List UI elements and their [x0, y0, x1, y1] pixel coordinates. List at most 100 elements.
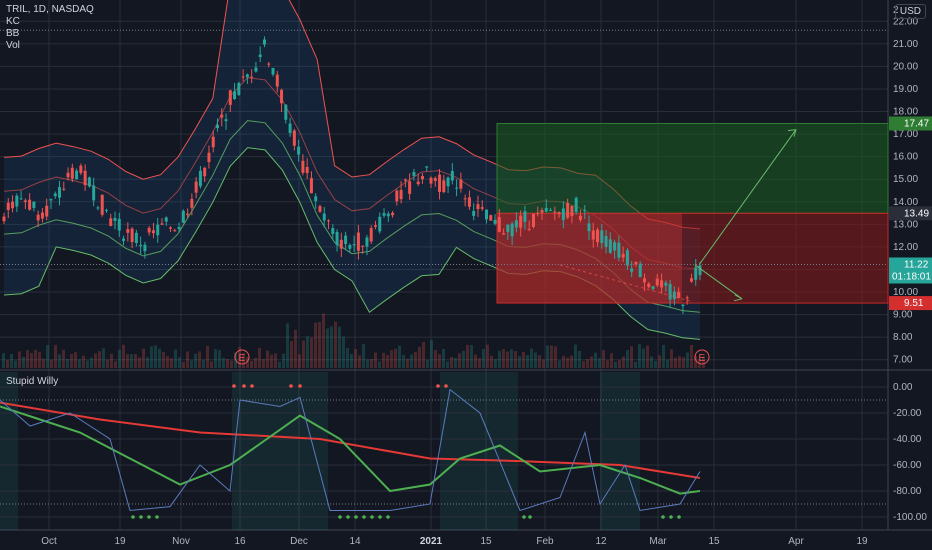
volume-bar	[230, 360, 233, 368]
time-axis-label: Feb	[536, 536, 554, 547]
candle-body	[613, 242, 617, 251]
candle-body	[122, 238, 126, 241]
candle-body	[19, 198, 23, 200]
volume-bar	[286, 323, 289, 368]
volume-bar	[54, 344, 57, 368]
oscillator-axis-label: -40.00	[893, 434, 922, 445]
candle-body	[40, 212, 44, 219]
lower-pane-title[interactable]: Stupid Willy	[6, 376, 59, 387]
candle-body	[476, 204, 480, 210]
candle-body	[87, 177, 91, 187]
volume-bar	[170, 358, 173, 368]
volume-bar	[362, 344, 365, 368]
indicator-vol[interactable]: Vol	[6, 40, 20, 51]
volume-bar	[558, 360, 561, 368]
candle-body	[668, 284, 672, 300]
oscillator-signal-dot-red	[298, 384, 302, 388]
candle-body	[49, 199, 53, 201]
volume-bar	[134, 353, 137, 368]
time-axis-label: Apr	[788, 536, 804, 547]
oscillator-zone	[0, 372, 18, 530]
volume-bar	[490, 355, 493, 368]
candle-body	[92, 185, 96, 201]
time-axis-label: 2021	[420, 536, 443, 547]
volume-bar	[78, 359, 81, 368]
volume-bar	[46, 345, 49, 368]
volume-bar	[574, 344, 577, 368]
loss-zone	[496, 212, 889, 304]
price-axis-label: 10.00	[893, 287, 918, 298]
volume-bar	[250, 360, 253, 368]
oscillator-signal-dot	[338, 515, 342, 519]
volume-bar	[130, 354, 133, 368]
volume-bar	[114, 361, 117, 368]
candle-body	[314, 196, 318, 202]
volume-bar	[354, 349, 357, 368]
volume-bar	[562, 355, 565, 368]
volume-bar	[422, 342, 425, 368]
oscillator-signal-dot-red	[232, 384, 236, 388]
candle-body	[395, 190, 399, 202]
time-axis-label: 16	[234, 536, 246, 547]
currency-button[interactable]: USD	[894, 4, 926, 19]
volume-bar	[186, 351, 189, 368]
volume-bar	[398, 345, 401, 368]
volume-bar	[686, 352, 689, 368]
current-price-tag: 11.22	[904, 260, 929, 271]
candle-body	[160, 223, 164, 225]
stop-tag: 9.51	[904, 298, 924, 309]
volume-bar	[14, 360, 17, 368]
volume-bar	[150, 346, 153, 368]
time-axis-label: Oct	[41, 536, 57, 547]
candle-body	[536, 212, 540, 214]
candle-body	[190, 198, 194, 208]
candle-body	[523, 211, 527, 222]
candle-body	[143, 244, 147, 252]
candle-body	[258, 54, 262, 58]
oscillator-signal-dot	[362, 515, 366, 519]
price-axis-top-label: 2	[893, 5, 899, 16]
price-axis-label: 20.00	[893, 61, 918, 72]
volume-bar	[314, 322, 317, 368]
candle-body	[177, 226, 181, 230]
entry-tag-bg	[889, 206, 932, 221]
candle-body	[164, 217, 168, 222]
volume-bar	[210, 361, 213, 368]
candle-body	[267, 63, 271, 65]
candle-body	[28, 199, 32, 210]
candle-body	[608, 239, 612, 253]
candle-body	[356, 232, 360, 251]
candle-body	[583, 210, 587, 212]
candle-body	[429, 177, 433, 184]
candle-body	[519, 215, 523, 228]
volume-bar	[98, 351, 101, 368]
volume-bar	[602, 350, 605, 368]
volume-bar	[194, 353, 197, 368]
volume-bar	[270, 354, 273, 368]
volume-bar	[582, 361, 585, 368]
volume-bar	[690, 345, 693, 368]
volume-bar	[682, 357, 685, 368]
price-axis-label: 15.00	[893, 174, 918, 185]
candle-body	[245, 74, 249, 78]
candle-body	[220, 114, 224, 118]
price-axis-label: 7.00	[893, 355, 913, 366]
earnings-marker-label: E	[239, 353, 246, 364]
candle-body	[433, 178, 437, 181]
candle-body	[151, 230, 155, 234]
earnings-marker-label: E	[699, 353, 706, 364]
candle-body	[215, 124, 219, 129]
volume-bar	[670, 349, 673, 368]
oscillator-zone	[600, 372, 640, 530]
stop-tag-bg	[889, 296, 932, 311]
candle-body	[621, 254, 625, 258]
volume-bar	[506, 351, 509, 368]
volume-bar	[678, 356, 681, 368]
volume-bar	[282, 353, 285, 368]
indicator-bb[interactable]: BB	[6, 28, 20, 39]
candle-body	[561, 208, 565, 221]
oscillator-zone	[232, 372, 300, 530]
indicator-kc[interactable]: KC	[6, 16, 20, 27]
symbol-title[interactable]: TRIL, 1D, NASDAQ	[6, 4, 94, 15]
